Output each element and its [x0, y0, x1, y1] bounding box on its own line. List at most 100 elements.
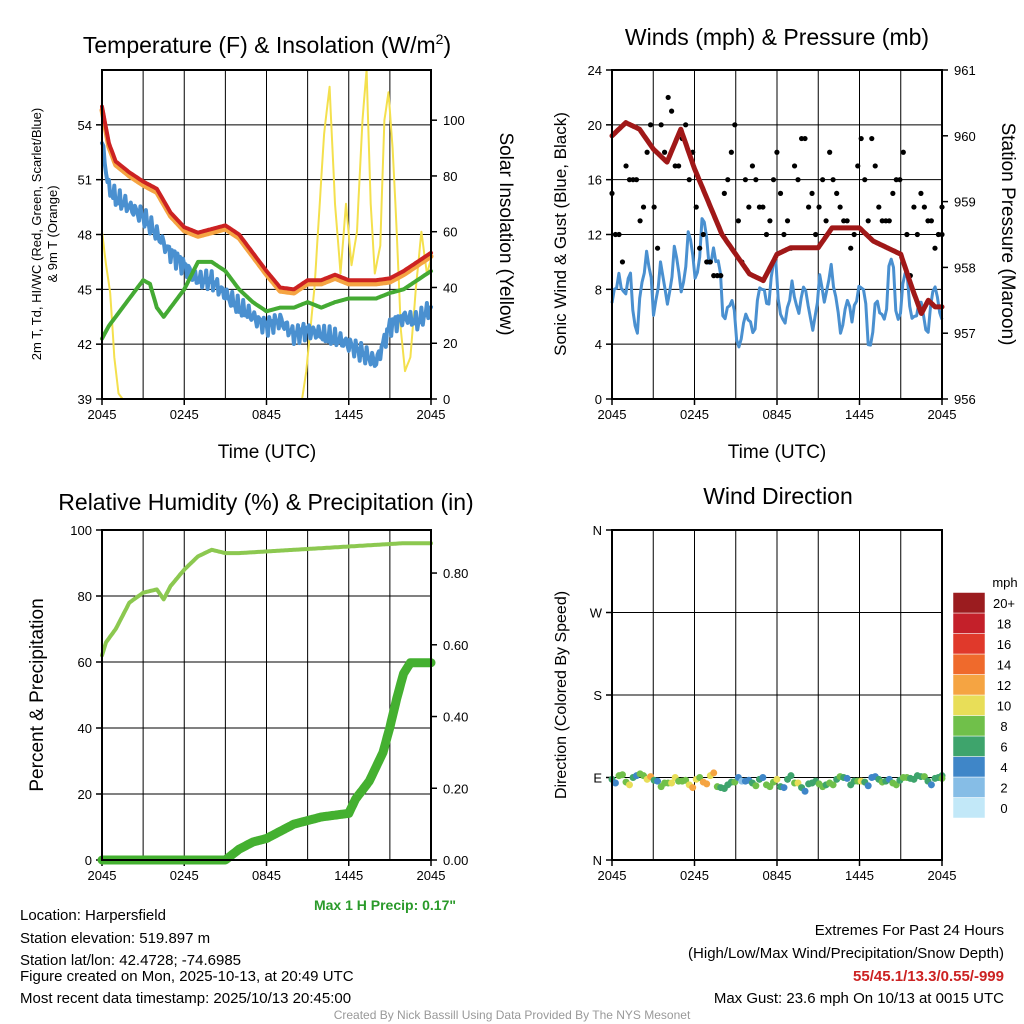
wind-direction-point — [689, 784, 697, 792]
gust-point — [700, 231, 706, 238]
y-tick-label: 0 — [85, 853, 92, 868]
wind-ylabel-right: Station Pressure (Maroon) — [997, 123, 1018, 346]
y-right-tick-label: 958 — [954, 260, 976, 275]
plot-frame — [101, 69, 432, 400]
created-text: Figure created on Mon, 2025-10-13, at 20… — [20, 968, 354, 985]
x-tick-label: 0245 — [170, 407, 199, 422]
gust-point — [834, 190, 840, 196]
gust-point — [795, 177, 801, 183]
gust-point — [813, 231, 819, 238]
temp-ylabel-right: Solar Insolation (Yellow) — [495, 132, 516, 335]
gust-point — [802, 135, 808, 142]
plot-frame — [611, 529, 943, 861]
colorbar-label: 16 — [997, 637, 1011, 652]
y-right-tick-label: 0.20 — [443, 781, 468, 796]
wind-direction-point — [618, 771, 626, 779]
gust-point — [851, 231, 857, 238]
plot-frame — [101, 529, 432, 861]
x-tick-label: 0845 — [763, 407, 792, 422]
x-tick-label: 1445 — [845, 407, 874, 422]
wind-xlabel: Time (UTC) — [728, 442, 827, 463]
gust-point — [886, 218, 892, 224]
y-right-tick-label: 40 — [443, 280, 457, 295]
x-tick-label: 2045 — [88, 407, 117, 422]
y-tick-label: 12 — [588, 228, 602, 243]
temp-xlabel: Time (UTC) — [218, 442, 317, 463]
gust-point — [837, 204, 843, 210]
y-tick-label: N — [593, 523, 602, 538]
gust-point — [647, 122, 654, 128]
gust-point — [707, 259, 713, 265]
y-tick-label: E — [593, 771, 602, 786]
y-right-tick-label: 0.60 — [443, 638, 468, 653]
temp-ylabel-line1: 2m T, Td, HI/WC (Red, Green, Scarlet/Blu… — [29, 108, 44, 360]
x-tick-label: 0245 — [170, 868, 199, 883]
x-tick-label: 2045 — [598, 407, 627, 422]
gust-point — [872, 163, 878, 169]
y-tick-label: 45 — [78, 282, 92, 297]
temp-ylabel-line2: & 9m T (Orange) — [45, 185, 60, 282]
gust-point — [858, 135, 864, 142]
gust-point — [809, 190, 815, 196]
gust-point — [848, 245, 854, 251]
gust-point — [855, 163, 861, 169]
y-tick-label: 39 — [78, 392, 92, 407]
colorbar-label: 6 — [1000, 739, 1007, 754]
wind-direction-point — [801, 787, 809, 795]
gust-point — [651, 204, 657, 210]
max-gust-text: Max Gust: 23.6 mph On 10/13 at 0015 UTC — [714, 990, 1004, 1007]
gust-point — [746, 204, 752, 210]
colorbar-swatch — [952, 694, 986, 716]
x-tick-label: 1445 — [334, 868, 363, 883]
colorbar-title: mph — [992, 575, 1017, 590]
wind-direction-point — [780, 784, 788, 792]
colorbar-label: 0 — [1000, 801, 1007, 816]
gust-point — [774, 149, 780, 155]
gust-point — [911, 204, 917, 210]
gust-point — [735, 218, 741, 224]
gust-point — [900, 149, 906, 155]
wdir-ylabel: Direction (Colored By Speed) — [553, 591, 570, 799]
plot-frame — [611, 69, 943, 400]
gust-point — [718, 273, 724, 279]
colorbar-label: 4 — [1000, 760, 1007, 775]
wind-direction-point — [927, 781, 935, 789]
wind-direction-point — [843, 774, 851, 782]
gust-point — [711, 273, 717, 279]
y-right-tick-label: 0 — [443, 392, 450, 407]
gust-point — [904, 231, 910, 238]
gust-point — [830, 177, 836, 183]
extremes-legend: (High/Low/Max Wind/Precipitation/Snow De… — [688, 945, 1004, 962]
latlon-text: Station lat/lon: 42.4728; -74.6985 — [20, 952, 241, 969]
gust-point — [676, 163, 682, 169]
colorbar-label: 14 — [997, 657, 1011, 672]
rh-chart-title: Relative Humidity (%) & Precipitation (i… — [58, 489, 473, 515]
colorbar-swatch — [952, 653, 986, 675]
y-tick-label: 4 — [595, 337, 602, 352]
wind-direction-point — [829, 781, 837, 789]
gust-point — [669, 108, 675, 114]
gust-point — [654, 245, 661, 251]
gust-point — [890, 190, 896, 196]
gust-point — [683, 122, 689, 128]
gust-point — [721, 190, 727, 196]
gust-point — [749, 163, 756, 169]
x-tick-label: 1445 — [845, 868, 874, 883]
gust-point — [623, 163, 629, 169]
extremes-title: Extremes For Past 24 Hours — [815, 922, 1004, 939]
gust-point — [637, 218, 643, 224]
colorbar-swatch — [952, 592, 986, 614]
gust-point — [876, 204, 882, 210]
gust-point — [914, 231, 920, 238]
gust-point — [633, 177, 640, 183]
y-tick-label: W — [590, 606, 603, 621]
x-tick-label: 2045 — [417, 868, 446, 883]
gust-point — [725, 177, 731, 183]
y-tick-label: 42 — [78, 337, 92, 352]
gust-point — [932, 245, 938, 251]
y-tick-label: 80 — [78, 589, 92, 604]
wind-direction-point — [752, 782, 760, 790]
gust-point — [844, 218, 850, 224]
wind-direction-point — [710, 769, 718, 777]
